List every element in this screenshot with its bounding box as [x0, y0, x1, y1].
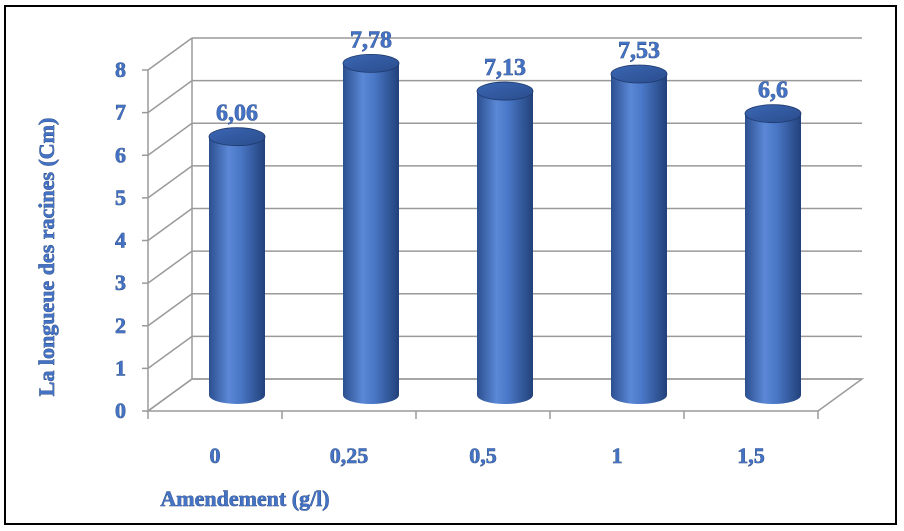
side-gridline — [147, 80, 193, 114]
bar-top — [610, 64, 668, 84]
chart-frame: 0 1 2 3 4 5 6 7 8 6,06 0 7,78 0,25 7,13 0,5 7,53 1 6,6 1,5… — [4, 5, 897, 525]
bar-top — [476, 81, 534, 101]
bar — [610, 64, 668, 404]
bar-body — [209, 136, 265, 404]
bar — [342, 53, 400, 404]
bar-top — [744, 104, 802, 124]
bar-top — [208, 127, 266, 147]
x-tick-label: 1,5 — [737, 443, 765, 468]
x-tick-label: 0,25 — [330, 443, 369, 468]
y-tick-label: 1 — [115, 355, 126, 380]
floor-outline — [145, 378, 865, 412]
y-tick-label: 6 — [115, 142, 126, 167]
side-gridline — [147, 250, 193, 284]
bar-body — [745, 113, 801, 405]
y-tick-label: 3 — [115, 270, 126, 295]
bar-body — [343, 63, 399, 404]
y-tick-label: 2 — [115, 313, 126, 338]
bar-top — [342, 53, 400, 73]
side-gridline — [147, 207, 193, 242]
side-gridline — [147, 293, 193, 327]
y-tick-label: 7 — [115, 100, 126, 125]
bar — [208, 127, 266, 404]
y-tick-label: 8 — [115, 57, 126, 82]
data-label: 7,13 — [484, 55, 526, 81]
y-tick-label: 4 — [115, 228, 126, 253]
bar — [476, 81, 534, 405]
bar — [744, 104, 802, 405]
side-gridline — [147, 37, 193, 71]
y-axis-title: La longueue des racines (Cm) — [34, 118, 59, 397]
x-tick-label: 0 — [210, 443, 221, 468]
bar-chart: 0 1 2 3 4 5 6 7 8 6,06 0 7,78 0,25 7,13 0,5 7,53 1 6,6 1,5… — [34, 27, 865, 511]
side-gridline — [147, 335, 193, 369]
labels: 0 1 2 3 4 5 6 7 8 6,06 0 7,78 0,25 7,13 0,5 7,53 1 6,6 1,5… — [34, 27, 789, 511]
x-tick-label: 1 — [612, 443, 623, 468]
bars — [208, 53, 802, 405]
data-label: 7,53 — [618, 38, 660, 64]
y-tick-label: 5 — [115, 185, 126, 210]
bar-body — [477, 91, 533, 405]
x-tick-label: 0,5 — [469, 443, 497, 468]
y-tick-label: 0 — [115, 398, 126, 423]
side-gridline — [147, 122, 193, 156]
data-label: 6,06 — [216, 101, 258, 127]
side-gridline — [147, 165, 193, 199]
x-axis-title: Amendement (g/l) — [160, 486, 329, 511]
bar-body — [611, 74, 667, 404]
data-label: 7,78 — [350, 27, 392, 53]
data-label: 6,6 — [758, 78, 788, 104]
